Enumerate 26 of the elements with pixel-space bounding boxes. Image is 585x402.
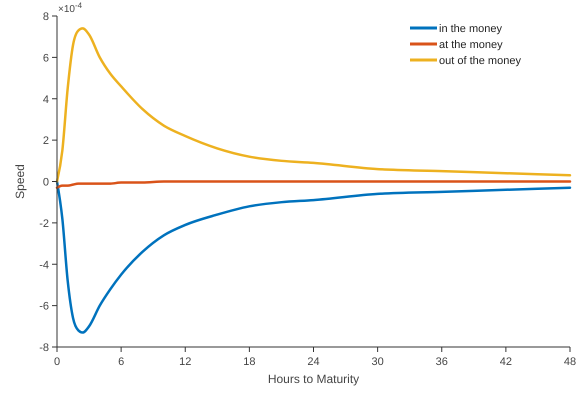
y-tick-label: 0 <box>42 176 49 188</box>
y-tick-label: 4 <box>42 94 49 106</box>
y-tick-label: 2 <box>42 135 49 148</box>
y-tick-label: 6 <box>42 52 49 64</box>
line-series <box>56 180 572 334</box>
y-tick-label: -2 <box>39 218 49 230</box>
legend-label: in the money <box>439 23 502 35</box>
line-series <box>56 180 572 189</box>
x-tick-label: 0 <box>54 356 60 368</box>
x-tick-label: 48 <box>564 356 576 368</box>
y-tick-label: -6 <box>39 300 49 313</box>
y-tick-label: -4 <box>39 259 49 272</box>
y-tick-label: -8 <box>39 342 49 354</box>
x-axis-title: Hours to Maturity <box>268 372 360 386</box>
x-tick-label: 12 <box>179 356 192 368</box>
x-tick-label: 18 <box>243 356 256 368</box>
legend-label: out of the money <box>439 55 522 67</box>
x-tick-label: 6 <box>118 356 124 368</box>
x-tick-label: 24 <box>307 356 320 368</box>
x-tick-label: 42 <box>500 356 512 368</box>
y-tick-label: 8 <box>42 11 49 23</box>
legend-label: at the money <box>439 39 504 51</box>
text: ×10$^{-4}$ <box>58 0 83 15</box>
y-axis-title: Speed <box>13 164 27 199</box>
x-tick-label: 30 <box>372 356 384 368</box>
x-tick-label: 36 <box>436 356 448 368</box>
